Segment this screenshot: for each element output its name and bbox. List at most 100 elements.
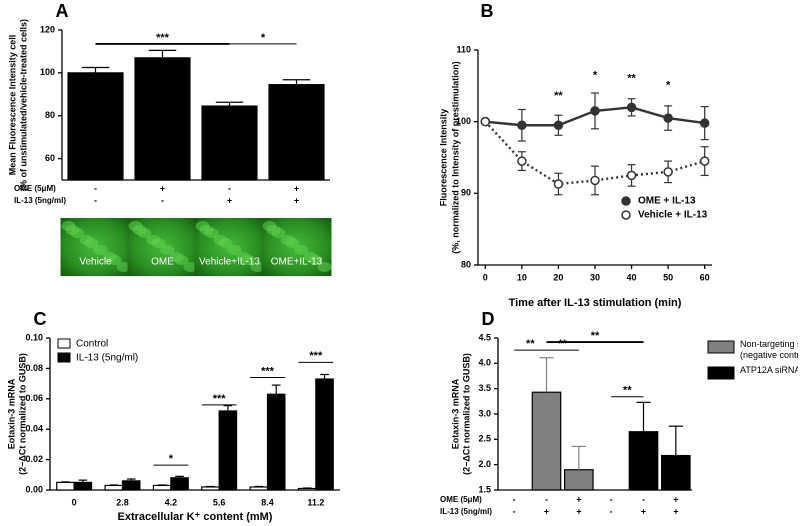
legend-swatch (57, 352, 71, 363)
panel-letter: D (482, 309, 495, 329)
row-value: - (610, 506, 613, 516)
marker (663, 167, 673, 177)
legend-label: Control (76, 339, 108, 350)
marker (626, 102, 637, 113)
y-tick-label: 80 (461, 259, 471, 269)
row-value: + (576, 506, 581, 516)
row-label: IL-13 (5ng/ml) (14, 196, 66, 205)
y-axis-label: Fluorescence Intensity (438, 109, 448, 207)
x-tick-label: 11.2 (307, 497, 324, 507)
bar (121, 480, 141, 491)
significance-label: * (666, 80, 671, 92)
cell (169, 252, 184, 262)
y-tick-label: 100 (456, 116, 471, 126)
cell (227, 245, 242, 255)
significance-label: * (261, 32, 266, 44)
significance-label: ** (623, 385, 632, 397)
cell (317, 262, 332, 272)
y-tick-label: 110 (456, 44, 471, 54)
legend-label: Non-targeting siRNA (negative control) (740, 339, 798, 360)
y-tick-label: 1.5 (478, 484, 491, 494)
y-tick-label: 0.02 (25, 454, 43, 464)
legend-swatch (621, 210, 631, 220)
row-value: + (673, 506, 678, 516)
row-value: + (673, 494, 678, 504)
y-tick-label: 0.10 (25, 332, 43, 342)
x-tick-label: 8.4 (261, 497, 274, 507)
bar (297, 487, 317, 491)
image-label: Vehicle+IL-13 (199, 257, 260, 268)
x-tick-label: 50 (663, 272, 673, 282)
marker (517, 120, 527, 130)
legend-swatch (621, 196, 631, 206)
marker (626, 170, 637, 181)
significance-label: ** (554, 90, 563, 102)
legend-swatch (707, 366, 735, 380)
row-value: + (227, 195, 232, 205)
cell (65, 225, 80, 235)
cell (116, 262, 131, 272)
bar (152, 484, 172, 491)
row-value: - (545, 494, 548, 504)
cell (199, 225, 214, 235)
legend-swatch (707, 340, 735, 354)
significance-label: * (169, 453, 174, 465)
y-tick-label: 3.0 (478, 408, 491, 418)
marker (663, 113, 673, 123)
cell (280, 235, 295, 245)
bar (564, 469, 594, 491)
legend-entry: Non-targeting siRNA (negative control) (740, 339, 798, 360)
x-axis-label: Time after IL-13 stimulation (min) (509, 297, 682, 309)
significance-label: ** (526, 338, 535, 350)
y-tick-label: 2.5 (478, 434, 491, 444)
x-tick-label: 30 (590, 272, 600, 282)
cell (79, 235, 94, 245)
significance-label: *** (261, 365, 275, 377)
bar (315, 378, 334, 491)
y-tick-label: 0.04 (25, 424, 43, 434)
bar (268, 84, 325, 181)
cell (132, 225, 147, 235)
row-value: + (294, 183, 299, 193)
y-tick-label: 90 (461, 188, 471, 198)
cell (93, 245, 108, 255)
y-axis-label: Eotaxin-3 mRNA (450, 378, 460, 449)
cell (102, 252, 117, 262)
image-label: OME+IL-13 (271, 257, 323, 268)
significance-label: *** (213, 393, 227, 405)
bar (56, 481, 75, 491)
x-tick-label: 0 (72, 497, 77, 507)
bar (628, 431, 659, 491)
bar (73, 481, 93, 491)
x-axis-label: Extracellular K⁺ content (mM) (118, 511, 273, 523)
bar (661, 454, 691, 491)
significance-label: ** (627, 73, 636, 85)
legend-label: ATP12A siRNA (740, 365, 798, 375)
y-tick-label: 3.5 (478, 383, 491, 393)
row-value: - (94, 195, 97, 205)
x-tick-label: 20 (553, 272, 563, 282)
y-tick-label: 2.0 (478, 459, 491, 469)
y-axis-label: (2−ΔCt normalized to GUSB) (17, 353, 27, 475)
marker (480, 116, 491, 127)
row-value: - (642, 494, 645, 504)
row-value: - (513, 506, 516, 516)
cell (183, 262, 198, 272)
y-axis-label: Eotaxin-3 mRNA (6, 378, 16, 449)
x-tick-label: 60 (700, 272, 710, 282)
y-tick-label: 120 (40, 24, 55, 34)
cell (146, 235, 161, 245)
x-tick-label: 10 (517, 272, 527, 282)
cell (160, 245, 175, 255)
y-tick-label: 0.00 (25, 484, 43, 494)
bar (104, 484, 124, 491)
significance-label: * (593, 70, 598, 82)
row-value: + (641, 506, 646, 516)
y-tick-label: 0.08 (25, 363, 43, 373)
bar (170, 477, 189, 491)
x-tick-label: 0 (483, 272, 488, 282)
row-label: IL-13 (5ng/ml) (440, 507, 492, 516)
y-tick-label: 4.5 (478, 332, 491, 342)
bar (201, 486, 220, 491)
